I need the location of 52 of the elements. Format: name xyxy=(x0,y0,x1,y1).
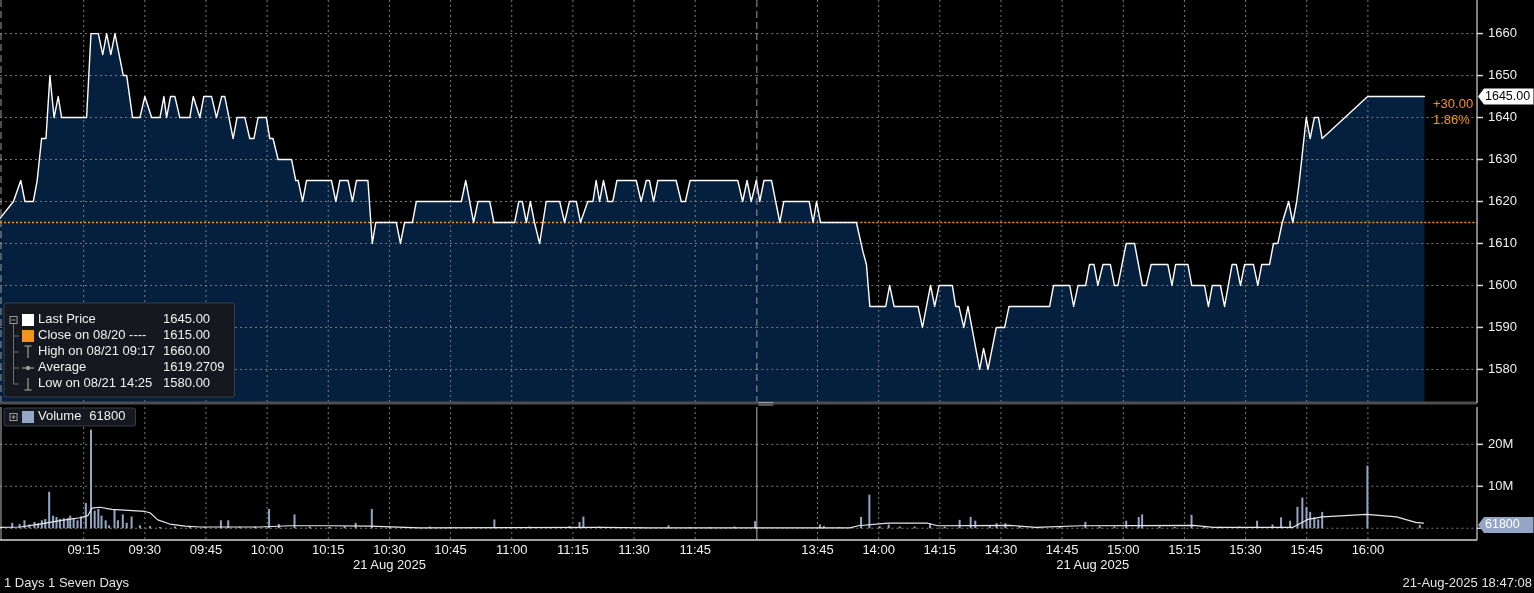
y-tick-label: 1620 xyxy=(1488,192,1517,208)
annotation: 1660.00 xyxy=(163,343,211,359)
x-tick-label: 10:30 xyxy=(373,542,406,558)
y-tick-label: 1590 xyxy=(1488,318,1517,334)
x-axis-title: 21 Aug 2025 xyxy=(352,557,426,573)
y-tick-label: 1580 xyxy=(1488,360,1517,376)
x-tick-label: 10:45 xyxy=(434,542,467,558)
legend-label: Volume xyxy=(38,408,82,424)
text: 61800 xyxy=(1485,517,1520,532)
x-tick-label: 11:30 xyxy=(618,542,650,558)
y-tick-label: 10M xyxy=(1488,477,1514,493)
legend-label: Close on 08/20 ---- xyxy=(38,327,147,343)
x-tick-label: 15:15 xyxy=(1168,542,1201,558)
x-axis-title: 21 Aug 2025 xyxy=(1056,557,1130,573)
x-tick-label: 10:00 xyxy=(250,542,284,558)
text: 1645.00 xyxy=(1485,88,1531,103)
x-tick-label: 09:15 xyxy=(67,542,100,558)
y-tick-label: 1650 xyxy=(1488,67,1517,82)
annotation: 1580.00 xyxy=(163,375,211,391)
annotation: Average xyxy=(38,359,87,375)
x-tick-label: 15:00 xyxy=(1107,542,1140,558)
x-tick-label: 09:30 xyxy=(128,542,162,558)
x-tick-label: 11:15 xyxy=(557,542,589,558)
annotation: Low on 08/21 14:25 xyxy=(38,375,153,391)
text: 1 Days 1 Seven Days xyxy=(4,575,130,591)
x-tick-label: 11:45 xyxy=(679,542,711,558)
y-tick-label: 1600 xyxy=(1488,276,1517,292)
y-tick-label: 1610 xyxy=(1488,234,1517,250)
y-tick-label: 1630 xyxy=(1488,150,1517,166)
annotation: +30.00 xyxy=(1433,96,1474,112)
x-tick-label: 15:30 xyxy=(1229,542,1262,558)
x-tick-label: 14:45 xyxy=(1045,542,1079,558)
x-tick-label: 14:30 xyxy=(984,542,1018,558)
x-tick-label: 09:45 xyxy=(189,542,223,558)
y-tick-label: 1660 xyxy=(1488,25,1517,41)
annotation: 61800 xyxy=(89,408,126,424)
x-tick-label: 14:15 xyxy=(923,542,957,558)
x-tick-label: 10:15 xyxy=(312,542,345,558)
y-tick-label: 20M xyxy=(1488,435,1514,451)
annotation: 1.86% xyxy=(1433,112,1471,128)
annotation: 1615.00 xyxy=(163,327,211,343)
x-tick-label: 15:45 xyxy=(1290,542,1324,558)
annotation: 1645.00 xyxy=(163,311,211,327)
x-tick-label: 16:00 xyxy=(1351,542,1385,558)
x-tick-label: 13:45 xyxy=(801,542,834,558)
x-tick-label: 14:00 xyxy=(862,542,895,558)
x-tick-label: 11:00 xyxy=(495,542,528,558)
annotation: High on 08/21 09:17 xyxy=(38,343,156,359)
text: 21-Aug-2025 18:47:08 xyxy=(1402,575,1532,591)
annotation: 1619.2709 xyxy=(163,359,225,375)
legend-label: Last Price xyxy=(38,311,96,327)
y-tick-label: 1640 xyxy=(1488,108,1517,124)
